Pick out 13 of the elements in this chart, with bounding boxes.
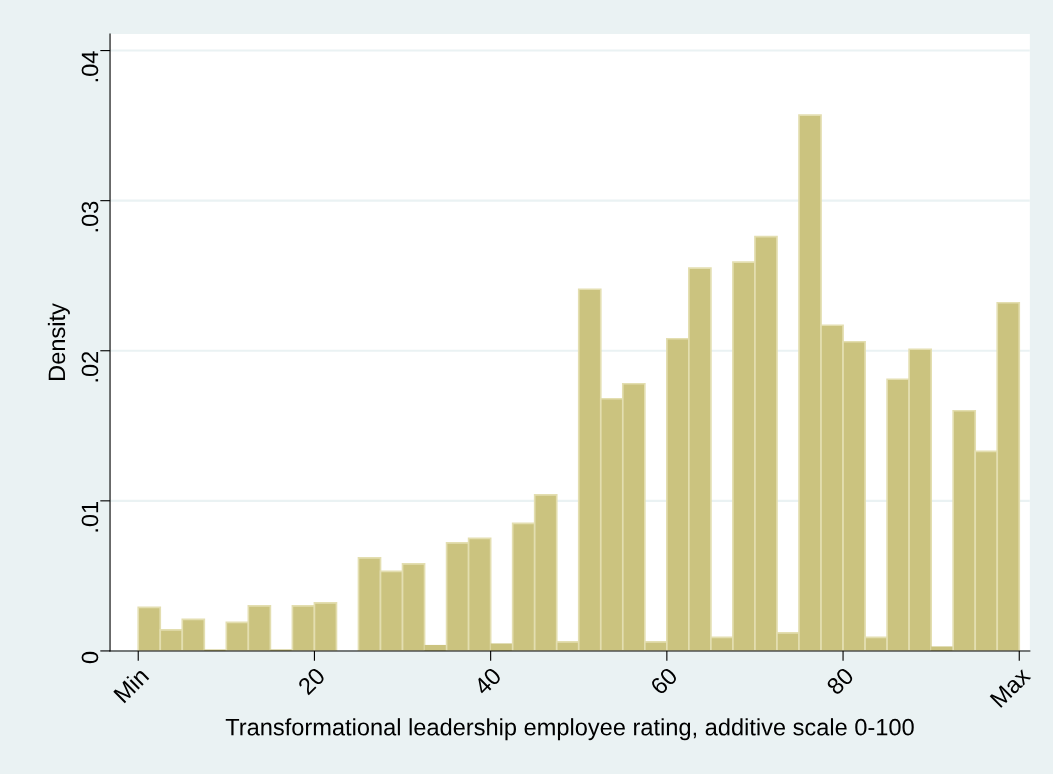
x-tick-label: Min — [112, 666, 150, 704]
y-tick-label: 0 — [81, 651, 99, 664]
x-tick-label: Max — [989, 666, 1032, 708]
x-tick-label: 60 — [649, 666, 679, 696]
y-axis-title: Density — [47, 303, 70, 380]
y-tick-label: .02 — [81, 351, 99, 382]
x-axis-title: Transformational leadership employee rating, additive scale 0-100 — [225, 718, 914, 741]
y-tick-label: .01 — [81, 501, 99, 532]
y-tick-label: .03 — [81, 201, 99, 232]
x-tick-label: 20 — [297, 666, 327, 696]
y-tick-label: .04 — [81, 51, 99, 82]
x-tick-label: 40 — [472, 666, 503, 696]
x-tick-label: 80 — [825, 666, 855, 696]
